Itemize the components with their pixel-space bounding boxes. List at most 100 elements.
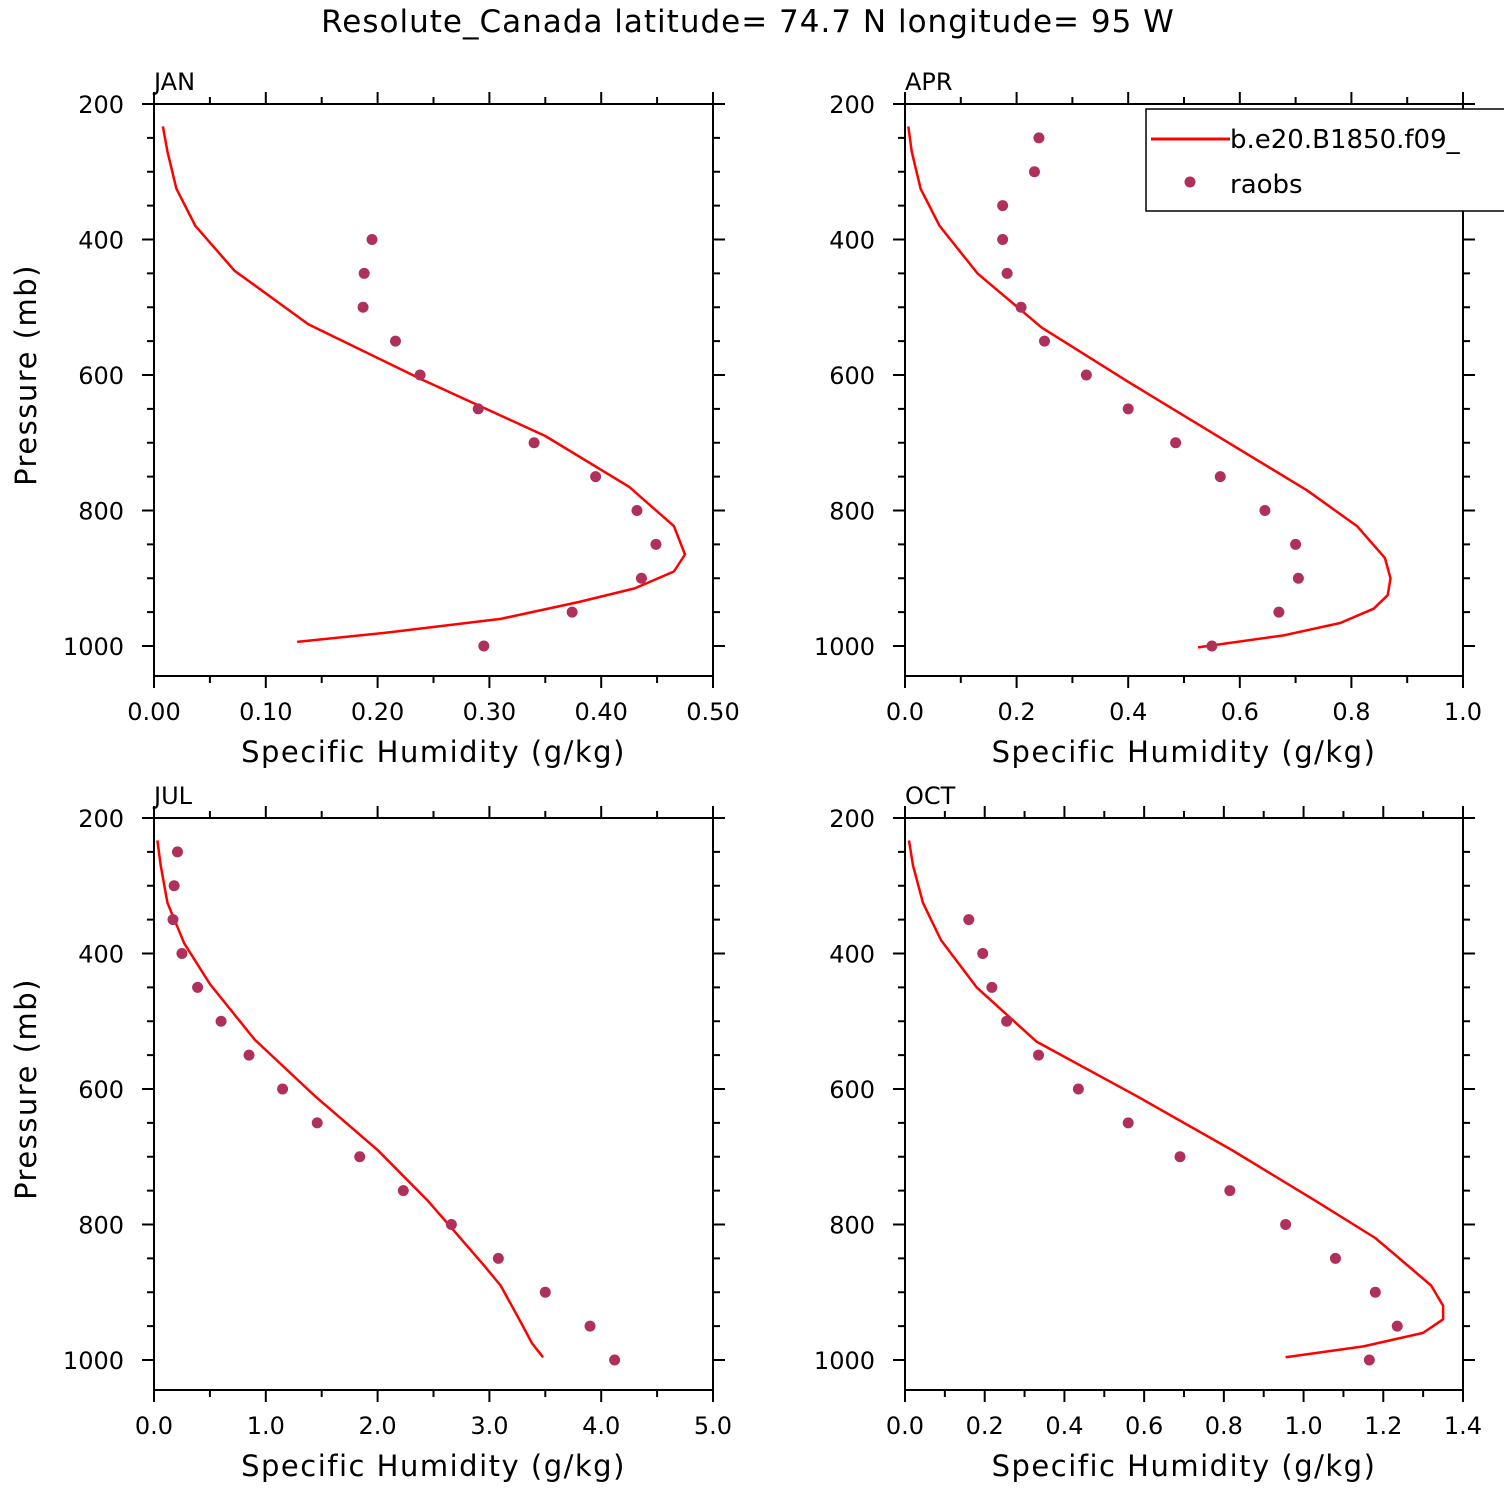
panel-jan-xtick-label: 0.40 <box>574 698 627 726</box>
legend-label-raobs: raobs <box>1230 170 1303 200</box>
panel-jul-ytick-label: 200 <box>78 805 124 833</box>
panel-jul-raobs-point <box>445 1219 457 1230</box>
panel-oct-raobs-point <box>977 948 989 959</box>
panel-jan-xtick-label: 0.20 <box>351 698 404 726</box>
legend-box <box>1145 108 1504 212</box>
panel-jan-raobs-point <box>635 572 647 584</box>
legend-marker-swatch <box>1184 176 1196 188</box>
panel-apr-raobs-point <box>1001 267 1013 279</box>
panel-oct-raobs-point <box>1224 1185 1236 1197</box>
panel-jan-label: JAN <box>152 68 195 96</box>
panel-oct-raobs-point <box>1280 1219 1292 1230</box>
panel-oct-raobs-point <box>1329 1252 1341 1264</box>
panel-oct-ytick-label: 800 <box>829 1212 875 1240</box>
panel-jan-raobs-point <box>650 538 662 550</box>
panel-apr-raobs-point <box>1259 505 1271 516</box>
panel-apr-xtick-label: 0.0 <box>886 698 924 726</box>
panel-jul-xtick-label: 3.0 <box>470 1412 508 1440</box>
panel-oct-xtick-label: 1.4 <box>1444 1412 1482 1440</box>
panel-oct-label: OCT <box>905 782 956 810</box>
panel-apr-ytick-label: 200 <box>829 91 875 119</box>
panel-jul: JUL 200 400 600 800 1000 0.0 1.0 2.0 3.0 4.0 5.0 Spe… <box>9 782 732 1483</box>
panel-oct-raobs-point <box>1174 1151 1186 1163</box>
panel-jan-raobs-point <box>528 437 540 449</box>
panel-jan-xlabel: Specific Humidity (g/kg) <box>241 735 626 769</box>
panel-apr-raobs-point <box>1015 301 1027 313</box>
panel-jul-raobs-point <box>584 1320 596 1332</box>
panel-apr-xlabel: Specific Humidity (g/kg) <box>992 735 1377 769</box>
panel-apr-raobs-point <box>1273 606 1285 618</box>
panel-jan-raobs-point <box>478 640 490 652</box>
panel-apr-raobs-point <box>1080 369 1092 381</box>
panel-oct-xtick-label: 0.6 <box>1125 1412 1163 1440</box>
panel-jul-ytick-label: 400 <box>78 941 124 969</box>
legend-label-model: b.e20.B1850.f09_ <box>1230 125 1461 155</box>
panel-jan-ytick-label: 600 <box>78 362 124 390</box>
panel-oct-xtick-label: 1.0 <box>1284 1412 1322 1440</box>
panel-jul-xtick-label: 2.0 <box>359 1412 397 1440</box>
panel-apr-xtick-label: 0.4 <box>1109 698 1147 726</box>
panel-apr-ytick-label: 400 <box>829 227 875 255</box>
panel-jul-raobs-point <box>243 1049 255 1061</box>
panel-apr-xtick-label: 0.8 <box>1332 698 1370 726</box>
panel-jan-raobs-point <box>566 606 578 618</box>
panel-oct-raobs-point <box>1369 1286 1381 1298</box>
panel-jan-raobs-point <box>366 234 378 245</box>
panel-jul-xtick-label: 1.0 <box>247 1412 285 1440</box>
panel-oct-raobs-point <box>1122 1117 1134 1129</box>
figure-title: Resolute_Canada latitude= 74.7 N longitu… <box>321 4 1175 40</box>
panel-oct-xtick-label: 1.2 <box>1364 1412 1402 1440</box>
panel-jan-raobs-point <box>357 301 369 313</box>
panel-jul-raobs-point <box>192 981 204 993</box>
panel-oct-raobs-point <box>986 981 998 993</box>
panel-apr-raobs-point <box>997 200 1009 212</box>
panel-jul-label: JUL <box>152 782 193 810</box>
panel-apr-label: APR <box>905 68 953 96</box>
panel-jul-ylabel: Pressure (mb) <box>9 978 43 1200</box>
panel-jul-raobs-point <box>168 880 180 892</box>
panel-oct-raobs-point <box>1391 1320 1403 1332</box>
panel-oct: OCT 200 400 600 800 1000 0.0 0.2 0.4 0.6 0.8 1.0 1.2… <box>814 782 1482 1483</box>
panel-jul-raobs-point <box>176 948 188 959</box>
panel-apr-ytick-label: 600 <box>829 362 875 390</box>
panel-apr-model-line <box>907 126 1392 649</box>
panel-apr-raobs-point <box>1214 471 1226 483</box>
panel-oct-raobs-point <box>1072 1083 1084 1095</box>
panel-jul-xtick-label: 0.0 <box>135 1412 173 1440</box>
panel-jan-xtick-label: 0.50 <box>686 698 739 726</box>
panel-jul-frame <box>153 817 714 1391</box>
panel-jan-raobs-point <box>590 471 602 483</box>
panel-apr: APR 200 400 600 800 1000 0.0 0.2 0.4 0.6 0.8 1.0 Spe… <box>814 68 1482 769</box>
panel-oct-raobs-point <box>1033 1049 1045 1061</box>
panel-jul-xtick-label: 4.0 <box>582 1412 620 1440</box>
panel-oct-ytick-label: 200 <box>829 805 875 833</box>
panel-jan-raobs-point <box>414 369 426 381</box>
panel-apr-raobs-point <box>1039 335 1050 347</box>
panel-jul-ytick-label: 1000 <box>63 1347 124 1375</box>
panel-jul-raobs-point <box>167 914 179 926</box>
panel-oct-model-line <box>907 840 1445 1359</box>
panel-apr-raobs-point <box>1292 572 1304 584</box>
panel-oct-ytick-label: 600 <box>829 1076 875 1104</box>
panel-oct-raobs-point <box>963 914 975 926</box>
panel-oct-xtick-label: 0.0 <box>886 1412 924 1440</box>
panel-jan-xtick-label: 0.00 <box>127 698 180 726</box>
panel-jul-ytick-label: 800 <box>78 1212 124 1240</box>
panel-apr-raobs-point <box>997 234 1009 245</box>
panel-oct-xtick-label: 0.4 <box>1045 1412 1083 1440</box>
panel-oct-ytick-label: 1000 <box>814 1347 875 1375</box>
panel-jul-raobs-point <box>311 1117 323 1129</box>
panel-jan-ylabel: Pressure (mb) <box>9 264 43 486</box>
panel-jul-raobs-point <box>609 1354 621 1366</box>
panel-oct-xtick-label: 0.2 <box>966 1412 1004 1440</box>
panel-apr-ytick-label: 1000 <box>814 633 875 661</box>
panel-oct-raobs-point <box>1001 1015 1013 1027</box>
panel-jan: JAN 200 400 600 800 1000 0.00 0.10 0.20 0.30 0.40 0… <box>9 68 740 769</box>
panel-jan-ytick-label: 800 <box>78 498 124 526</box>
panel-jul-raobs-point <box>171 846 183 858</box>
panel-apr-xtick-label: 1.0 <box>1444 698 1482 726</box>
panel-jul-raobs-point <box>492 1252 504 1264</box>
panel-apr-xtick-label: 0.6 <box>1221 698 1259 726</box>
panel-jul-xlabel: Specific Humidity (g/kg) <box>241 1449 626 1483</box>
